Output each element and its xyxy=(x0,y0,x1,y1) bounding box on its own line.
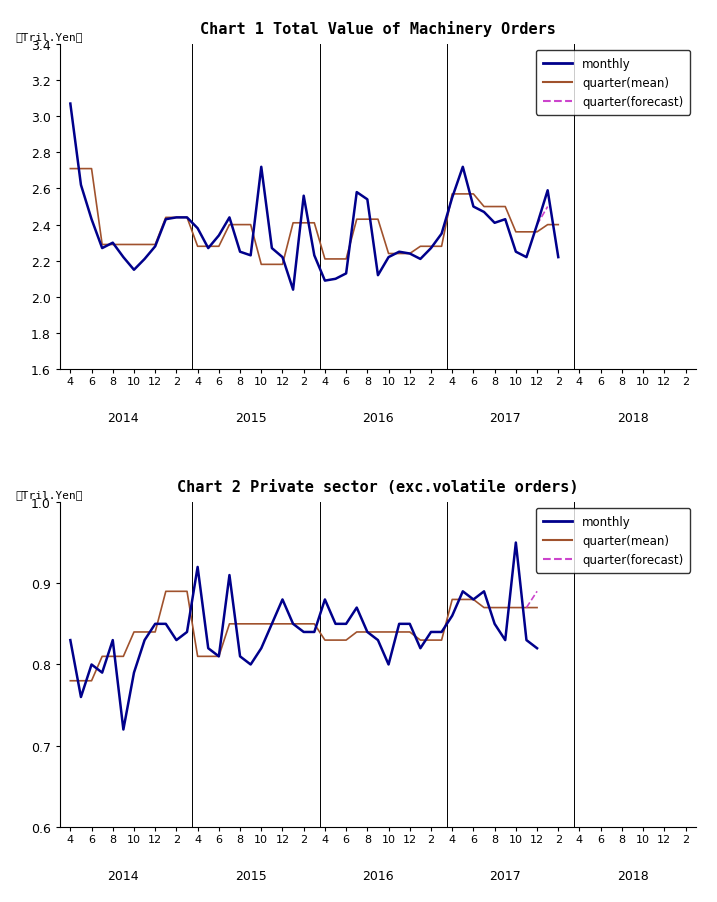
Text: 2017: 2017 xyxy=(490,412,521,425)
Text: 2018: 2018 xyxy=(617,412,648,425)
Text: （Tril.Yen）: （Tril.Yen） xyxy=(15,489,82,499)
Text: 2018: 2018 xyxy=(617,870,648,882)
Text: 2014: 2014 xyxy=(108,412,139,425)
Text: 2015: 2015 xyxy=(234,412,267,425)
Text: 2016: 2016 xyxy=(362,412,394,425)
Legend: monthly, quarter(mean), quarter(forecast): monthly, quarter(mean), quarter(forecast… xyxy=(536,508,690,573)
Text: （Tril.Yen）: （Tril.Yen） xyxy=(15,32,82,41)
Legend: monthly, quarter(mean), quarter(forecast): monthly, quarter(mean), quarter(forecast… xyxy=(536,51,690,115)
Text: 2014: 2014 xyxy=(108,870,139,882)
Text: 2015: 2015 xyxy=(234,870,267,882)
Title: Chart 1 Total Value of Machinery Orders: Chart 1 Total Value of Machinery Orders xyxy=(200,21,556,37)
Text: 2016: 2016 xyxy=(362,870,394,882)
Text: 2017: 2017 xyxy=(490,870,521,882)
Title: Chart 2 Private sector (exc.volatile orders): Chart 2 Private sector (exc.volatile ord… xyxy=(177,479,579,494)
